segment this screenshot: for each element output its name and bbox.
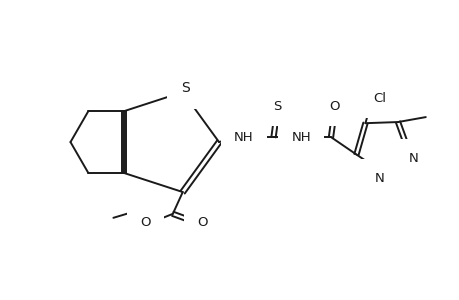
- Text: NH: NH: [234, 130, 253, 144]
- Text: S: S: [273, 100, 281, 113]
- Text: O: O: [140, 216, 150, 229]
- Text: Cl: Cl: [372, 92, 385, 105]
- Text: O: O: [197, 216, 207, 229]
- Text: N: N: [374, 172, 384, 185]
- Text: N: N: [408, 152, 417, 165]
- Text: O: O: [329, 100, 340, 113]
- Text: S: S: [181, 81, 190, 95]
- Text: NH: NH: [291, 130, 310, 144]
